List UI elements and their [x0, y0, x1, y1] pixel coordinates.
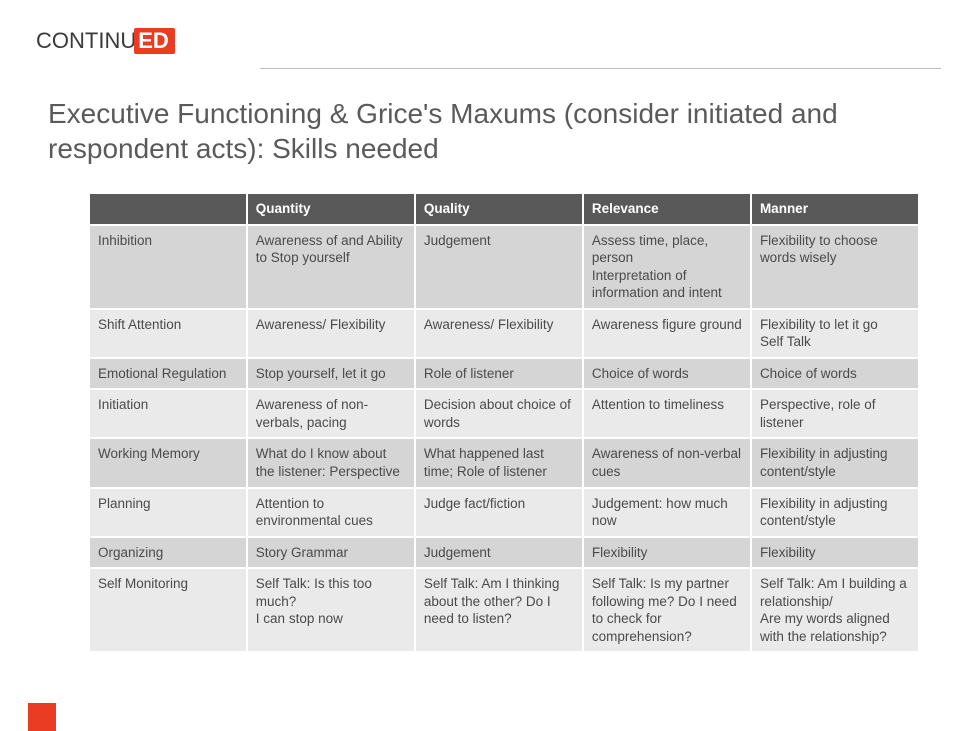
- table-cell: Attention to timeliness: [584, 390, 750, 437]
- table-header-corner: [90, 194, 246, 224]
- table-cell: Awareness/ Flexibility: [248, 310, 414, 357]
- row-label-cell: Self Monitoring: [90, 569, 246, 651]
- table-cell: Self Talk: Is my partner following me? D…: [584, 569, 750, 651]
- row-label-cell: Emotional Regulation: [90, 359, 246, 389]
- table-header-cell: Manner: [752, 194, 918, 224]
- skills-table: QuantityQualityRelevanceManner Inhibitio…: [88, 192, 920, 653]
- table-row: OrganizingStory GrammarJudgementFlexibil…: [90, 538, 918, 568]
- table-cell: Stop yourself, let it go: [248, 359, 414, 389]
- table-cell: Awareness/ Flexibility: [416, 310, 582, 357]
- table-cell: Awareness of and Ability to Stop yoursel…: [248, 226, 414, 308]
- table-cell: Flexibility: [584, 538, 750, 568]
- table-cell: Judgement: [416, 226, 582, 308]
- table-row: Shift AttentionAwareness/ FlexibilityAwa…: [90, 310, 918, 357]
- brand-logo: continued: [36, 28, 175, 54]
- table-row: InhibitionAwareness of and Ability to St…: [90, 226, 918, 308]
- table-header-cell: Quality: [416, 194, 582, 224]
- table-header-cell: Quantity: [248, 194, 414, 224]
- table-cell: Assess time, place, personInterpretation…: [584, 226, 750, 308]
- logo-text-ed: ed: [134, 28, 175, 54]
- table-row: InitiationAwareness of non-verbals, paci…: [90, 390, 918, 437]
- row-label-cell: Initiation: [90, 390, 246, 437]
- table-cell: Choice of words: [752, 359, 918, 389]
- table-cell: Perspective, role of listener: [752, 390, 918, 437]
- table-cell: Awareness of non-verbals, pacing: [248, 390, 414, 437]
- table-row: Working MemoryWhat do I know about the l…: [90, 439, 918, 486]
- table-row: Emotional RegulationStop yourself, let i…: [90, 359, 918, 389]
- table-cell: Flexibility: [752, 538, 918, 568]
- table-header-row: QuantityQualityRelevanceManner: [90, 194, 918, 224]
- table-cell: Story Grammar: [248, 538, 414, 568]
- table-cell: Decision about choice of words: [416, 390, 582, 437]
- table-cell: Choice of words: [584, 359, 750, 389]
- table-cell: Awareness figure ground: [584, 310, 750, 357]
- header-divider: [260, 68, 941, 69]
- table-cell: Flexibility to choose words wisely: [752, 226, 918, 308]
- table-cell: Flexibility in adjusting content/style: [752, 439, 918, 486]
- table-header-cell: Relevance: [584, 194, 750, 224]
- row-label-cell: Inhibition: [90, 226, 246, 308]
- table-cell: What do I know about the listener: Persp…: [248, 439, 414, 486]
- table-cell: Self Talk: Is this too much?I can stop n…: [248, 569, 414, 651]
- skills-table-wrap: QuantityQualityRelevanceManner Inhibitio…: [88, 192, 920, 653]
- table-cell: Awareness of non-verbal cues: [584, 439, 750, 486]
- row-label-cell: Shift Attention: [90, 310, 246, 357]
- table-row: PlanningAttention to environmental cuesJ…: [90, 489, 918, 536]
- table-cell: Role of listener: [416, 359, 582, 389]
- table-row: Self MonitoringSelf Talk: Is this too mu…: [90, 569, 918, 651]
- row-label-cell: Working Memory: [90, 439, 246, 486]
- logo-text-continu: continu: [36, 28, 136, 54]
- table-cell: Judgement: [416, 538, 582, 568]
- table-cell: Self Talk: Am I thinking about the other…: [416, 569, 582, 651]
- table-cell: Flexibility in adjusting content/style: [752, 489, 918, 536]
- table-cell: Judgement: how much now: [584, 489, 750, 536]
- row-label-cell: Organizing: [90, 538, 246, 568]
- accent-square-icon: [28, 703, 56, 731]
- table-cell: What happened last time; Role of listene…: [416, 439, 582, 486]
- table-cell: Self Talk: Am I building a relationship/…: [752, 569, 918, 651]
- row-label-cell: Planning: [90, 489, 246, 536]
- table-cell: Flexibility to let it goSelf Talk: [752, 310, 918, 357]
- table-cell: Judge fact/fiction: [416, 489, 582, 536]
- table-cell: Attention to environmental cues: [248, 489, 414, 536]
- page-title: Executive Functioning & Grice's Maxums (…: [48, 96, 929, 166]
